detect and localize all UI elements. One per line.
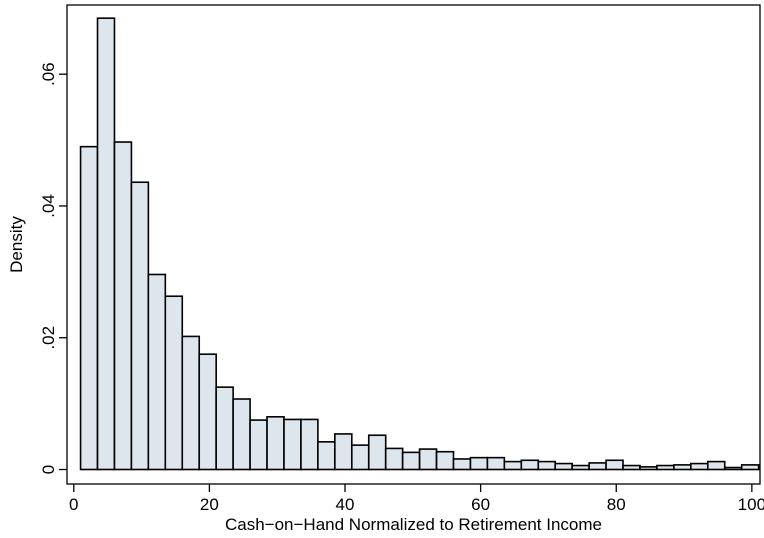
histogram-bar	[367, 434, 387, 471]
histogram-bar	[723, 466, 743, 471]
histogram-bar	[198, 353, 217, 471]
histogram-bar	[435, 450, 455, 471]
histogram-bar	[622, 464, 641, 471]
histogram-bar	[486, 456, 506, 471]
bars-group	[79, 17, 760, 471]
histogram-bar	[215, 386, 234, 471]
histogram-bar	[588, 462, 607, 471]
x-tick-label: 100	[738, 495, 764, 514]
histogram-bar	[147, 273, 167, 471]
histogram-bar	[130, 181, 150, 471]
histogram-bar	[469, 456, 489, 471]
x-axis-label: Cash−on−Hand Normalized to Retirement In…	[225, 515, 602, 534]
histogram-bar	[317, 441, 336, 471]
histogram-bar	[283, 418, 302, 471]
y-axis: 0 .02 .04 .06	[39, 62, 67, 474]
x-tick-label: 40	[336, 495, 355, 514]
y-tick-label: .06	[39, 62, 58, 86]
histogram-bar	[740, 464, 760, 471]
plot-frame	[66, 4, 761, 485]
histogram-bar	[232, 398, 251, 471]
histogram-bar	[520, 459, 540, 471]
histogram-bar	[384, 447, 404, 471]
histogram-bar	[96, 17, 116, 471]
histogram-bar	[605, 459, 624, 471]
x-tick-label: 60	[471, 495, 490, 514]
histogram-bar	[706, 460, 726, 471]
x-tick-label: 80	[607, 495, 626, 514]
histogram-bar	[334, 433, 353, 471]
y-tick-label: .02	[39, 326, 58, 350]
histogram-bar	[452, 458, 472, 471]
histogram-bar	[401, 451, 421, 471]
histogram-bar	[266, 415, 285, 471]
histogram-bar	[418, 448, 438, 471]
histogram-bar	[639, 466, 658, 471]
histogram-bar	[656, 464, 675, 471]
histogram-bar	[673, 464, 692, 471]
x-tick-label: 0	[69, 495, 78, 514]
histogram-bar	[350, 444, 370, 471]
histogram-bar	[554, 462, 573, 471]
histogram-bar	[249, 419, 268, 471]
y-tick-label: 0	[39, 465, 58, 474]
histogram-bar	[537, 460, 557, 471]
y-tick-label: .04	[39, 194, 58, 218]
x-tick-label: 20	[200, 495, 219, 514]
histogram-bar	[113, 141, 133, 471]
y-axis-label: Density	[7, 216, 26, 273]
histogram-bar	[503, 460, 523, 471]
histogram-bar	[181, 335, 201, 471]
histogram-bar	[79, 145, 99, 471]
histogram-bar	[690, 462, 709, 471]
x-axis: 0 20 40 60 80 100	[69, 484, 764, 514]
histogram-bar	[571, 464, 590, 471]
histogram-bar	[300, 418, 319, 471]
histogram-bar	[164, 295, 184, 471]
